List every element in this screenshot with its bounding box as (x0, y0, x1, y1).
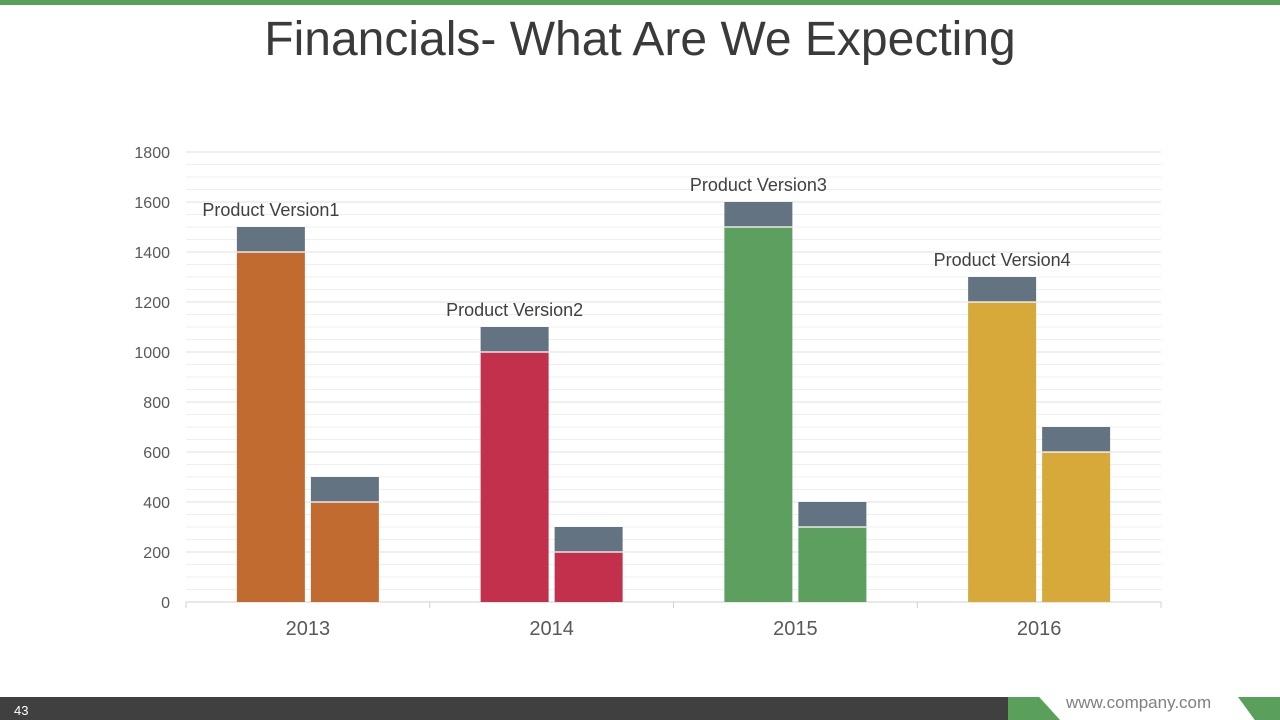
y-tick-label: 1400 (134, 245, 170, 262)
bar-cap-2014-1 (480, 327, 549, 352)
y-tick-label: 0 (161, 595, 170, 612)
y-tick-label: 400 (143, 495, 170, 512)
bar-cap-2015-1 (724, 202, 793, 227)
y-tick-label: 800 (143, 395, 170, 412)
y-tick-label: 1200 (134, 295, 170, 312)
bar-segment-2015-1 (724, 227, 793, 602)
footer-bar (0, 697, 1010, 720)
product-version-label: Product Version3 (690, 175, 827, 195)
bar-cap-2014-2 (554, 527, 623, 552)
y-tick-label: 1600 (134, 195, 170, 212)
bar-segment-2016-2 (1042, 452, 1111, 602)
page-title: Financials- What Are We Expecting (264, 13, 1016, 66)
bar-segment-2015-2 (798, 527, 867, 602)
product-version-label: Product Version2 (446, 300, 583, 320)
footer-website: www.company.com (1066, 693, 1212, 712)
bar-cap-2013-2 (310, 477, 379, 502)
y-tick-label: 1000 (134, 345, 170, 362)
bar-cap-2016-2 (1042, 427, 1111, 452)
y-tick-label: 600 (143, 445, 170, 462)
bar-segment-2013-2 (310, 502, 379, 602)
y-tick-label: 1800 (134, 145, 170, 162)
x-category-label: 2015 (773, 618, 818, 640)
bar-segment-2013-1 (236, 252, 305, 602)
slide-number: 43 (14, 703, 29, 718)
bar-segment-2014-1 (480, 352, 549, 602)
y-tick-label: 200 (143, 545, 170, 562)
x-category-label: 2016 (1017, 618, 1062, 640)
x-category-label: 2014 (529, 618, 574, 640)
bar-segment-2016-1 (968, 302, 1037, 602)
top-accent-bar (0, 0, 1280, 5)
product-version-label: Product Version4 (934, 250, 1071, 270)
bar-cap-2016-1 (968, 277, 1037, 302)
product-version-label: Product Version1 (202, 200, 339, 220)
bar-cap-2015-2 (798, 502, 867, 527)
bar-segment-2014-2 (554, 552, 623, 602)
x-category-label: 2013 (286, 618, 331, 640)
bar-cap-2013-1 (236, 227, 305, 252)
